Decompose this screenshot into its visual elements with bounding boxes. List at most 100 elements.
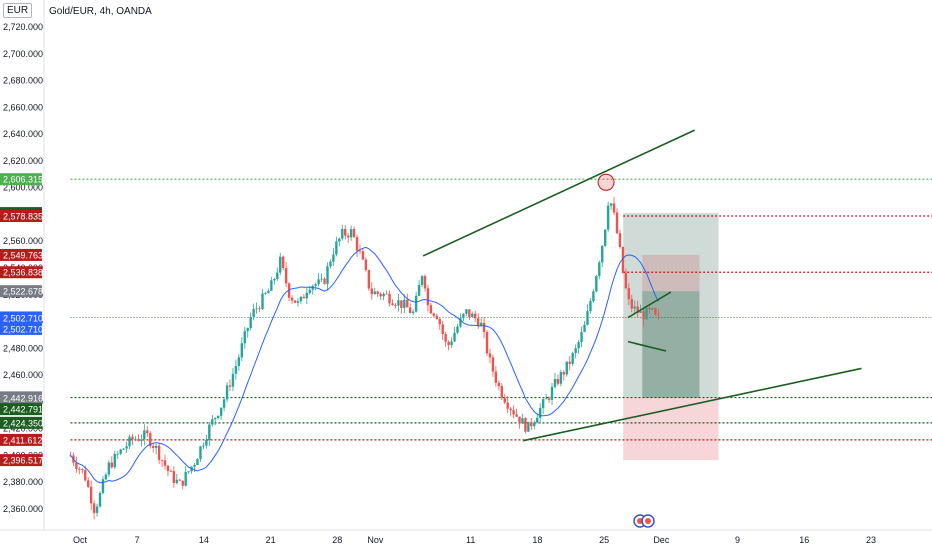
x-tick-label: 18: [532, 535, 542, 545]
candle-body: [228, 385, 232, 387]
candle-body: [435, 315, 439, 319]
candle-body: [657, 314, 660, 316]
candle-body: [541, 399, 545, 408]
currency-label[interactable]: EUR: [3, 3, 33, 18]
y-tick-label: 2,720.000: [3, 22, 43, 32]
candle-body: [527, 421, 530, 432]
y-tick-label: 2,560.000: [3, 236, 43, 246]
candle-body: [515, 414, 518, 417]
candle-body: [568, 361, 571, 364]
candle-body: [335, 241, 338, 255]
candle-body: [521, 418, 524, 424]
y-tick-label: 2,600.000: [3, 183, 43, 193]
candle-body: [261, 293, 264, 310]
candle-body: [175, 479, 179, 483]
candle-body: [157, 445, 161, 461]
candle-body: [81, 468, 84, 471]
candle-body: [485, 332, 489, 354]
candle-body: [589, 301, 592, 312]
candle-body: [287, 283, 291, 298]
candle-body: [166, 465, 170, 472]
candle-body: [506, 402, 509, 409]
candle-body: [329, 261, 332, 267]
zone-entry_green: [642, 291, 700, 398]
candle-body: [267, 290, 270, 294]
candle-body: [438, 318, 441, 325]
candle-body: [465, 309, 468, 314]
y-tick-label: 2,680.000: [3, 76, 43, 86]
price-badge-bg: [0, 391, 42, 404]
candle-body: [237, 357, 241, 366]
candle-body: [243, 331, 246, 344]
x-tick-label: Nov: [367, 535, 384, 545]
candle-body: [163, 460, 167, 466]
candle-body: [358, 250, 362, 252]
candle-body: [208, 424, 211, 440]
candle-body: [122, 448, 125, 450]
candle-body: [444, 334, 447, 342]
candle-body: [456, 326, 459, 333]
price-badge: 2,424.350: [0, 416, 43, 429]
candle-body: [370, 288, 374, 295]
candle-body: [308, 289, 311, 293]
candle-body: [417, 284, 421, 296]
price-badge-text: 2,536.838: [3, 268, 43, 278]
candle-body: [131, 436, 134, 440]
candle-body: [397, 300, 400, 306]
candle-body: [565, 361, 568, 375]
candle-body: [497, 382, 501, 387]
candle-body: [453, 332, 456, 342]
candle-body: [482, 322, 486, 333]
candle-body: [270, 280, 273, 291]
candle-body: [376, 291, 379, 294]
candle-body: [571, 353, 574, 364]
y-tick-label: 2,700.000: [3, 49, 43, 59]
candle-body: [509, 408, 512, 411]
candle-body: [273, 278, 276, 281]
candle-body: [391, 303, 394, 305]
candle-body: [612, 203, 616, 213]
candle-body: [196, 459, 199, 465]
price-badge-text: 2,424.350: [3, 418, 43, 428]
event-marker-icon[interactable]: [641, 514, 655, 528]
candle-body: [595, 276, 598, 292]
candle-body: [606, 205, 610, 230]
candle-body: [332, 254, 335, 262]
candle-body: [172, 471, 176, 483]
candle-body: [78, 468, 81, 470]
candle-body: [459, 318, 462, 327]
x-tick-label: 14: [199, 535, 209, 545]
price-badge: 2,502.710: [0, 322, 43, 335]
candle-body: [491, 357, 495, 372]
candle-body: [420, 276, 424, 285]
candle-body: [240, 343, 244, 358]
candle-body: [341, 228, 344, 239]
price-badge-text: 2,411.612: [3, 435, 42, 445]
candle-body: [169, 471, 173, 472]
price-badge-bg: [0, 433, 42, 446]
price-badge-bg: [0, 416, 42, 429]
candle-body: [216, 415, 220, 419]
price-badge: 2,606.315: [0, 173, 43, 186]
candle-body: [550, 386, 554, 400]
x-tick-label: 7: [135, 535, 140, 545]
candle-body: [414, 295, 418, 312]
candle-body: [580, 331, 583, 343]
x-axis: Oct 7 14 21 28 Nov 11 18 25 Dec 9 16 23: [73, 535, 876, 545]
candle-body: [536, 417, 539, 423]
candle-body: [314, 284, 317, 286]
candle-body: [355, 237, 359, 251]
candle-body: [471, 313, 474, 317]
candle-body: [154, 445, 158, 448]
candle-body: [544, 398, 548, 400]
candle-body: [636, 306, 639, 313]
x-tick-label: 25: [599, 535, 609, 545]
x-tick-label: 9: [735, 535, 740, 545]
candle-body: [539, 407, 542, 418]
trendline: [627, 291, 672, 319]
candle-body: [199, 446, 202, 460]
candle-body: [361, 251, 365, 260]
candle-body: [225, 385, 229, 400]
candle-body: [432, 313, 436, 316]
